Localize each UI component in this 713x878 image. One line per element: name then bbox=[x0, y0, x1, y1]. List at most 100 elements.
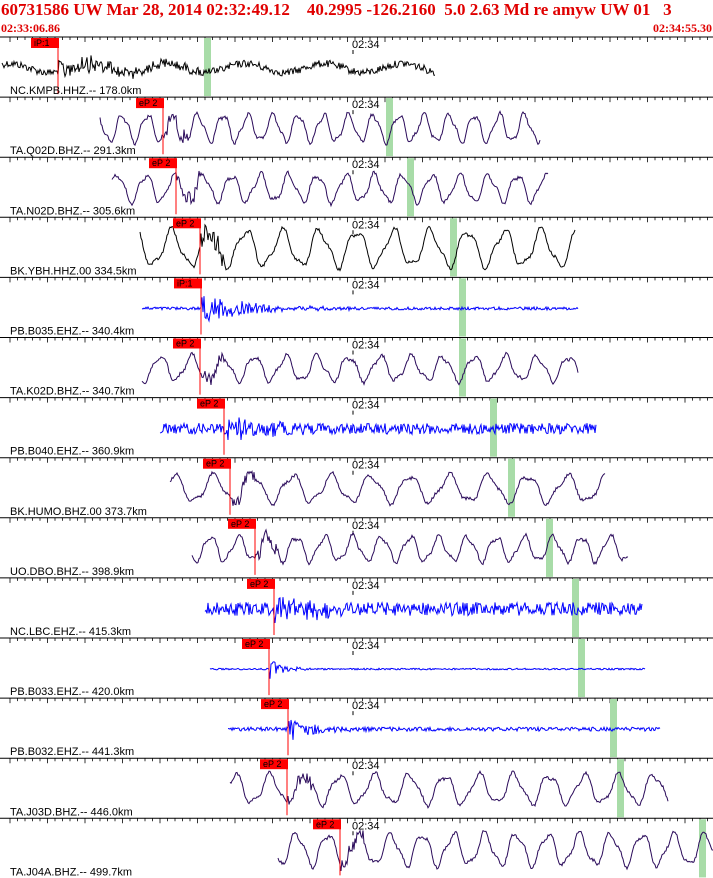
station-label: PB.B035.EHZ.-- 340.4km bbox=[10, 326, 134, 338]
waveform-trace bbox=[209, 661, 646, 679]
station-label: TA.N02D.BHZ.-- 305.6km bbox=[10, 205, 135, 217]
waveform-trace bbox=[169, 470, 606, 507]
pick-flag[interactable] bbox=[261, 699, 289, 710]
pick-flag[interactable] bbox=[242, 639, 270, 649]
waveform-trace bbox=[159, 417, 597, 441]
pick-label: iP:1 bbox=[177, 278, 193, 288]
pick-label: eP 2 bbox=[152, 158, 170, 168]
time-mark-label: 02:34 bbox=[352, 99, 380, 111]
waveform-trace bbox=[204, 597, 643, 623]
pick-label: eP 2 bbox=[200, 399, 218, 409]
waveform-trace bbox=[228, 719, 661, 740]
pick-flag[interactable] bbox=[136, 98, 164, 109]
waveform-trace bbox=[139, 223, 576, 272]
waveform-trace bbox=[141, 296, 579, 323]
coda-window bbox=[546, 518, 553, 577]
trace-row[interactable]: 02:34 eP 2 BK.HUMO.BHZ.00 373.7km bbox=[0, 457, 713, 518]
coda-window bbox=[610, 699, 617, 758]
pick-label: eP 2 bbox=[245, 639, 263, 649]
coda-window bbox=[450, 218, 457, 277]
pick-flag[interactable] bbox=[228, 518, 256, 529]
trace-row[interactable]: 02:34 eP 2 PB.B033.EHZ.-- 420.0km bbox=[0, 637, 713, 698]
station-label: TA.J03D.BHZ.-- 446.0km bbox=[10, 806, 133, 818]
waveform-trace bbox=[1, 55, 435, 79]
pick-label: eP 2 bbox=[139, 98, 157, 108]
time-mark-label: 02:34 bbox=[352, 700, 380, 712]
station-label: NC.LBC.EHZ.-- 415.3km bbox=[10, 626, 131, 638]
trace-row[interactable]: 02:34 eP 2 BK.YBH.HHZ.00 334.5km bbox=[0, 216, 713, 277]
time-mark-label: 02:34 bbox=[352, 460, 380, 472]
pick-flag[interactable] bbox=[173, 338, 201, 349]
station-label: BK.YBH.HHZ.00 334.5km bbox=[10, 265, 137, 277]
pick-label: eP 2 bbox=[176, 339, 194, 349]
time-mark-label: 02:34 bbox=[352, 340, 380, 352]
coda-window bbox=[508, 458, 515, 517]
pick-label: eP 2 bbox=[250, 579, 268, 589]
time-mark-label: 02:34 bbox=[352, 279, 380, 291]
time-mark-label: 02:34 bbox=[352, 219, 380, 231]
time-mark-label: 02:34 bbox=[352, 640, 380, 652]
trace-row[interactable]: 02:34 eP 2 TA.K02D.BHZ.-- 340.7km bbox=[0, 337, 713, 398]
station-label: PB.B040.EHZ.-- 360.9km bbox=[10, 446, 134, 458]
station-label: TA.J04A.BHZ.-- 499.7km bbox=[10, 866, 132, 878]
trace-row[interactable]: 02:34 iP:1 PB.B035.EHZ.-- 340.4km bbox=[0, 276, 713, 338]
coda-window bbox=[572, 578, 579, 637]
coda-window bbox=[699, 819, 706, 878]
time-mark-label: 02:34 bbox=[352, 820, 380, 832]
event-header: 60731586 UW Mar 28, 2014 02:32:49.12 40.… bbox=[0, 0, 713, 36]
coda-window bbox=[407, 158, 414, 217]
trace-row[interactable]: 02:34 eP 2 TA.Q02D.BHZ.-- 291.3km bbox=[0, 96, 713, 157]
station-label: TA.K02D.BHZ.-- 340.7km bbox=[10, 386, 135, 398]
pick-flag[interactable] bbox=[149, 158, 177, 169]
pick-flag[interactable] bbox=[247, 578, 275, 589]
trace-row[interactable]: 02:34 eP 2 PB.B040.EHZ.-- 360.9km bbox=[0, 397, 713, 458]
waveform-trace bbox=[191, 528, 629, 566]
time-mark-label: 02:34 bbox=[352, 760, 380, 772]
station-label: TA.Q02D.BHZ.-- 291.3km bbox=[10, 145, 136, 157]
waveform-trace bbox=[229, 770, 669, 809]
station-label: PB.B032.EHZ.-- 441.3km bbox=[10, 746, 134, 758]
pick-flag[interactable] bbox=[173, 218, 201, 229]
pick-label: eP 2 bbox=[231, 519, 249, 529]
station-label: BK.HUMO.BHZ.00 373.7km bbox=[10, 506, 147, 518]
pick-flag[interactable] bbox=[203, 458, 231, 469]
event-title: 60731586 UW Mar 28, 2014 02:32:49.12 40.… bbox=[1, 0, 672, 19]
window-end-time: 02:34:55.30 bbox=[653, 21, 712, 35]
time-mark-label: 02:34 bbox=[352, 580, 380, 592]
waveform-trace bbox=[277, 829, 713, 871]
waveform-trace bbox=[141, 351, 579, 386]
pick-label: eP 2 bbox=[206, 459, 224, 469]
trace-row[interactable]: 02:34 eP 2 UO.DBO.BHZ.-- 398.9km bbox=[0, 517, 713, 578]
time-mark-label: 02:34 bbox=[352, 400, 380, 412]
waveform-trace bbox=[111, 170, 549, 208]
time-mark-label: 02:34 bbox=[352, 159, 380, 171]
trace-row[interactable]: 02:34 eP 2 TA.J04A.BHZ.-- 499.7km bbox=[0, 817, 713, 878]
waveform-trace bbox=[99, 110, 541, 146]
trace-row[interactable]: 02:34 eP 2 NC.LBC.EHZ.-- 415.3km bbox=[0, 577, 713, 638]
time-mark-label: 02:34 bbox=[352, 39, 380, 51]
station-label: UO.DBO.BHZ.-- 398.9km bbox=[10, 566, 134, 578]
pick-flag[interactable] bbox=[174, 278, 202, 289]
pick-label: eP 2 bbox=[263, 759, 281, 769]
trace-row[interactable]: 02:34 eP 2 PB.B032.EHZ.-- 441.3km bbox=[0, 697, 713, 758]
station-label: PB.B033.EHZ.-- 420.0km bbox=[10, 686, 134, 698]
trace-row[interactable]: 02:34 eP 2 TA.J03D.BHZ.-- 446.0km bbox=[0, 757, 713, 818]
pick-label: eP 2 bbox=[264, 699, 282, 709]
pick-flag[interactable] bbox=[313, 819, 341, 830]
coda-window bbox=[617, 759, 624, 818]
pick-flag[interactable] bbox=[31, 38, 59, 48]
coda-window bbox=[386, 98, 393, 157]
pick-flag[interactable] bbox=[197, 398, 225, 409]
coda-window bbox=[459, 338, 466, 397]
window-start-time: 02:33:06.86 bbox=[1, 21, 60, 35]
pick-label: iP:1 bbox=[34, 38, 50, 48]
pick-label: eP 2 bbox=[176, 218, 194, 228]
time-mark-label: 02:34 bbox=[352, 520, 380, 532]
coda-window bbox=[204, 38, 211, 97]
station-label: NC.KMPB.HHZ.-- 178.0km bbox=[10, 85, 141, 97]
pick-label: eP 2 bbox=[316, 819, 334, 829]
trace-row[interactable]: 02:34 iP:1 NC.KMPB.HHZ.-- 178.0km bbox=[0, 36, 713, 97]
pick-flag[interactable] bbox=[260, 759, 288, 770]
trace-row[interactable]: 02:34 eP 2 TA.N02D.BHZ.-- 305.6km bbox=[0, 156, 713, 217]
